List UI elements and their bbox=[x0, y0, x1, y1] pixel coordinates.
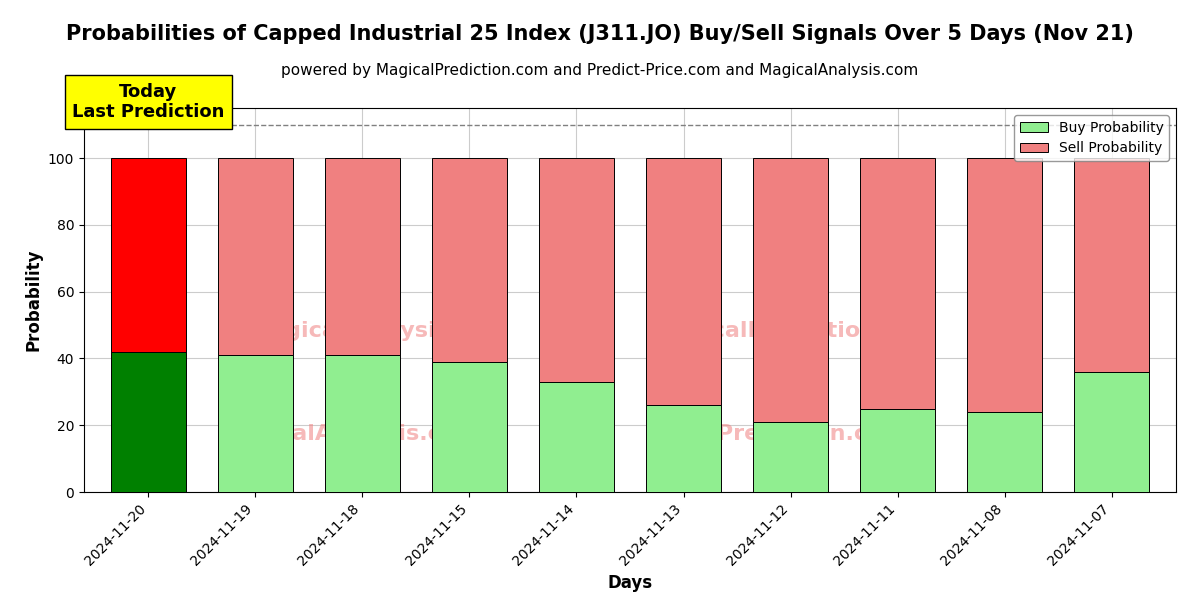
Bar bbox=[1074, 158, 1150, 372]
Text: powered by MagicalPrediction.com and Predict-Price.com and MagicalAnalysis.com: powered by MagicalPrediction.com and Pre… bbox=[281, 63, 919, 78]
Bar bbox=[432, 362, 506, 492]
Bar bbox=[967, 412, 1042, 492]
Bar bbox=[860, 409, 935, 492]
Bar bbox=[860, 158, 935, 409]
Text: MagicalPrediction.com: MagicalPrediction.com bbox=[652, 321, 936, 341]
Bar bbox=[325, 158, 400, 355]
Bar bbox=[110, 158, 186, 352]
X-axis label: Days: Days bbox=[607, 574, 653, 592]
Text: Today
Last Prediction: Today Last Prediction bbox=[72, 83, 224, 121]
Text: calPrediction.com: calPrediction.com bbox=[682, 424, 906, 445]
Text: MagicalAnalysis.com: MagicalAnalysis.com bbox=[248, 321, 510, 341]
Bar bbox=[754, 158, 828, 422]
Y-axis label: Probability: Probability bbox=[24, 249, 42, 351]
Bar bbox=[218, 355, 293, 492]
Bar bbox=[646, 158, 721, 405]
Bar bbox=[1074, 372, 1150, 492]
Text: calAnalysis.com: calAnalysis.com bbox=[278, 424, 479, 445]
Bar bbox=[967, 158, 1042, 412]
Bar bbox=[539, 158, 614, 382]
Bar bbox=[325, 355, 400, 492]
Legend: Buy Probability, Sell Probability: Buy Probability, Sell Probability bbox=[1014, 115, 1169, 161]
Bar bbox=[539, 382, 614, 492]
Bar bbox=[754, 422, 828, 492]
Text: Probabilities of Capped Industrial 25 Index (J311.JO) Buy/Sell Signals Over 5 Da: Probabilities of Capped Industrial 25 In… bbox=[66, 24, 1134, 44]
Bar bbox=[432, 158, 506, 362]
Bar bbox=[110, 352, 186, 492]
Bar bbox=[646, 405, 721, 492]
Bar bbox=[218, 158, 293, 355]
